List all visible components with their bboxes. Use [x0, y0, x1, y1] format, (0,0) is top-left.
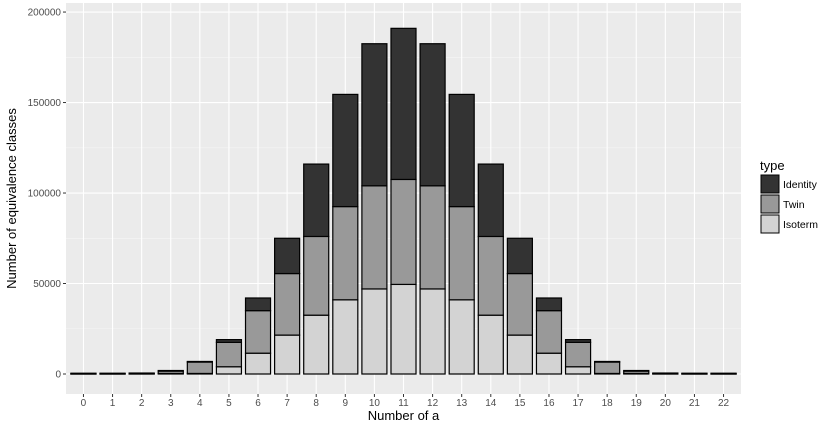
bar-isoterm-11 — [390, 283, 417, 375]
x-tick-label: 22 — [718, 398, 730, 409]
bar-isoterm-6 — [244, 352, 272, 375]
bar-twin-16 — [535, 310, 563, 354]
bar-isoterm-5 — [215, 366, 243, 375]
bar-layer — [70, 27, 737, 375]
bar-identity-15 — [506, 237, 533, 275]
y-tick-label: 0 — [55, 370, 61, 381]
y-tick-label: 50000 — [33, 279, 61, 290]
bar-twin-4 — [186, 361, 213, 375]
bar-identity-13 — [448, 93, 475, 208]
bar-twin-17 — [564, 341, 592, 368]
bar-twin-11 — [390, 178, 417, 286]
x-tick-label: 8 — [313, 398, 319, 409]
bar-identity-14 — [477, 163, 504, 238]
bar-identity-20 — [652, 372, 679, 375]
bar-identity-2 — [128, 372, 155, 375]
y-axis-label: Number of equivalence classes — [4, 108, 19, 289]
bar-identity-12 — [419, 43, 446, 187]
bar-isoterm-13 — [448, 299, 475, 375]
bar-twin-6 — [244, 310, 272, 354]
x-tick-label: 15 — [514, 398, 526, 409]
y-tick-label: 150000 — [28, 98, 62, 109]
x-tick-label: 6 — [255, 398, 261, 409]
bar-isoterm-8 — [303, 314, 330, 375]
x-tick-label: 12 — [427, 398, 439, 409]
bar-isoterm-7 — [274, 334, 301, 375]
bar-identity-11 — [390, 27, 417, 181]
legend-label-twin: Twin — [783, 199, 805, 211]
x-tick-label: 10 — [369, 398, 381, 409]
legend-key-twin — [760, 194, 780, 214]
bar-twin-8 — [303, 235, 330, 316]
bar-twin-5 — [215, 341, 243, 368]
bar-identity-9 — [332, 93, 359, 208]
bar-twin-15 — [506, 272, 533, 336]
x-tick-label: 16 — [543, 398, 555, 409]
bar-isoterm-14 — [477, 314, 504, 375]
bar-isoterm-12 — [419, 288, 446, 375]
bar-twin-10 — [361, 185, 388, 290]
bar-isoterm-16 — [535, 352, 563, 375]
x-tick-label: 11 — [398, 398, 409, 409]
bar-identity-1 — [99, 372, 126, 375]
x-tick-label: 19 — [631, 398, 643, 409]
x-tick-label: 2 — [139, 398, 145, 409]
bar-isoterm-17 — [564, 366, 592, 375]
bar-isoterm-10 — [361, 288, 388, 375]
bar-identity-0 — [70, 372, 97, 375]
legend-title: type — [760, 158, 785, 173]
x-tick-label: 7 — [284, 398, 290, 409]
y-tick-label: 100000 — [28, 189, 62, 200]
bar-identity-22 — [710, 372, 737, 375]
bar-identity-10 — [361, 43, 388, 187]
bar-identity-8 — [303, 163, 330, 238]
legend-label-isoterm: Isoterm — [783, 219, 818, 231]
x-axis-label: Number of a — [368, 408, 440, 423]
x-tick-label: 0 — [81, 398, 87, 409]
legend-key-identity — [760, 174, 780, 194]
legend-label-identity: Identity — [783, 179, 818, 191]
bar-identity-7 — [274, 237, 301, 275]
x-tick-label: 3 — [168, 398, 174, 409]
bar-twin-18 — [594, 361, 621, 375]
x-tick-label: 14 — [485, 398, 497, 409]
legend-key-isoterm — [760, 214, 780, 234]
bar-identity-16 — [535, 297, 563, 312]
bar-identity-17 — [564, 339, 592, 343]
x-tick-label: 5 — [226, 398, 232, 409]
bar-identity-3 — [157, 369, 184, 372]
bar-twin-9 — [332, 205, 359, 301]
x-tick-label: 13 — [456, 398, 468, 409]
x-tick-label: 4 — [197, 398, 203, 409]
bar-isoterm-15 — [506, 334, 533, 375]
x-tick-label: 21 — [689, 398, 701, 409]
bar-identity-18 — [594, 360, 621, 363]
bar-twin-13 — [448, 205, 475, 301]
bar-twin-14 — [477, 235, 504, 316]
x-tick-label: 17 — [573, 398, 585, 409]
x-tick-label: 1 — [110, 398, 116, 409]
x-tick-label: 9 — [343, 398, 349, 409]
bar-twin-7 — [274, 272, 301, 336]
y-tick-label: 200000 — [28, 8, 62, 19]
bar-twin-12 — [419, 185, 446, 290]
bar-identity-4 — [186, 360, 213, 363]
bar-identity-6 — [244, 297, 272, 312]
bar-isoterm-9 — [332, 299, 359, 375]
bar-identity-19 — [623, 369, 650, 372]
x-tick-label: 20 — [660, 398, 672, 409]
bar-identity-5 — [215, 339, 243, 343]
x-tick-label: 18 — [602, 398, 614, 409]
legend: type Identity Twin Isoterm — [760, 158, 818, 234]
bar-identity-21 — [681, 372, 708, 375]
